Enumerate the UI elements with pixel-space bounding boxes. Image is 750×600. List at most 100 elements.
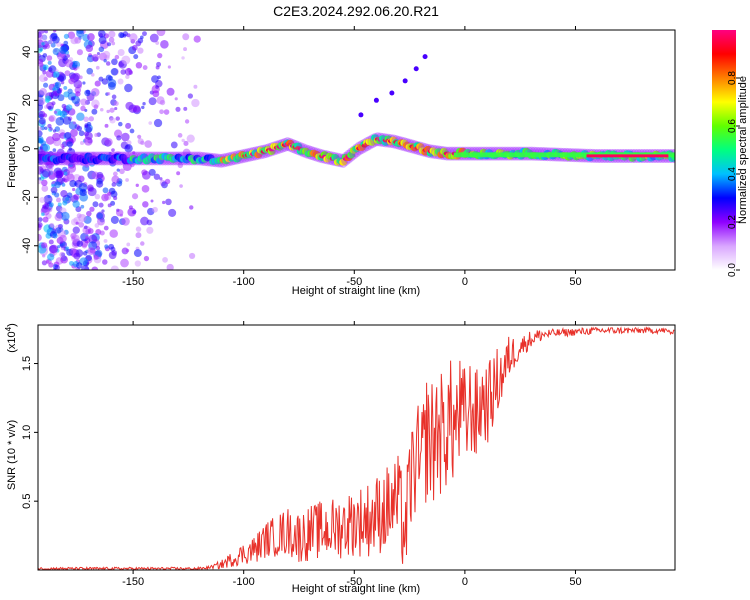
spectrogram-noise-point	[91, 54, 100, 62]
spectrogram-noise-point	[89, 206, 95, 212]
spectrogram-noise-point	[107, 42, 112, 47]
spectrogram-noise-point	[99, 107, 104, 112]
spectrogram-noise-point	[93, 104, 99, 110]
spectrogram-noise-point	[107, 203, 112, 208]
spectrogram-noise-point	[81, 243, 87, 249]
spectrogram-noise-point	[78, 221, 85, 228]
spectrogram-noise-point	[80, 98, 88, 106]
spectrogram-noise-point	[38, 130, 43, 137]
spectrogram-ridge-core-peak	[586, 154, 669, 158]
spectrogram-noise-point	[86, 210, 92, 217]
spectrogram-noise-point	[61, 183, 66, 187]
spectrogram-y-tick-label: 0	[21, 146, 33, 152]
spectrogram-noise-point	[108, 30, 116, 38]
snr-panel: -150 -100 -50 0 50 0.5 1.0 1.5 Height of strai…	[4, 321, 676, 595]
spectrogram-noise-point	[151, 75, 159, 83]
spectrogram-noise-point	[38, 217, 43, 222]
spectrogram-noise-point	[132, 151, 136, 155]
spectrogram-noise-point	[63, 33, 70, 39]
spectrogram-noise-point	[76, 66, 80, 70]
spectrogram-noise-point	[141, 170, 151, 180]
spectrogram-noise-point	[48, 202, 54, 208]
spectrogram-noise-point	[108, 151, 112, 156]
spectrogram-noise-point	[64, 59, 73, 68]
spectrogram-noise-point	[135, 62, 143, 69]
spectrogram-noise-point	[128, 205, 133, 210]
spectrogram-branch-point	[358, 112, 364, 118]
spectrogram-noise-point	[118, 121, 123, 127]
spectrogram-noise-point	[71, 234, 80, 243]
snr-marks	[38, 326, 675, 570]
spectrogram-noise-point	[111, 175, 120, 184]
spectrogram-noise-point	[38, 233, 42, 242]
spectrogram-noise-point	[52, 148, 57, 152]
spectrogram-noise-point	[157, 75, 161, 80]
spectrogram-noise-point	[42, 64, 49, 71]
spectrogram-noise-point	[106, 91, 111, 96]
spectrogram-noise-point	[45, 95, 52, 102]
spectrogram-noise-point	[177, 162, 184, 169]
chart-title: C2E3.2024.292.06.20.R21	[273, 3, 439, 19]
spectrogram-noise-point	[44, 30, 48, 34]
spectrogram-noise-point	[104, 123, 109, 128]
spectrogram-panel: -150 -100 -50 0 50 -40 -20 0 20 40 Height of str…	[6, 26, 676, 297]
spectrogram-noise-point	[108, 82, 116, 90]
spectrogram-noise-point	[62, 200, 68, 206]
spectrogram-noise-point	[97, 217, 105, 226]
spectrogram-noise-point	[56, 89, 61, 94]
spectrogram-noise-point	[54, 213, 63, 222]
spectrogram-noise-point	[110, 190, 118, 198]
spectrogram-noise-point	[50, 186, 58, 194]
spectrogram-noise-point	[86, 121, 92, 127]
spectrogram-noise-point	[81, 265, 90, 270]
spectrogram-noise-point	[86, 67, 94, 75]
spectrogram-noise-point	[87, 33, 95, 41]
snr-x-tick-label: 0	[462, 576, 468, 588]
spectrogram-noise-point	[79, 188, 87, 197]
spectrogram-noise-point	[54, 81, 62, 89]
spectrogram-noise-point	[159, 177, 163, 181]
spectrogram-noise-point	[41, 41, 45, 46]
spectrogram-x-tick-label: -50	[346, 276, 362, 288]
spectrogram-noise-point	[70, 129, 78, 137]
spectrogram-noise-point	[50, 32, 58, 40]
spectrogram-noise-point	[91, 266, 99, 270]
spectrogram-noise-point	[125, 124, 130, 129]
spectrogram-noise-point	[41, 212, 45, 217]
spectrogram-noise-point	[181, 56, 185, 60]
spectrogram-x-tick-label: -100	[233, 276, 255, 288]
spectrogram-noise-point	[102, 259, 108, 265]
spectrogram-noise-point	[110, 265, 119, 270]
spectrogram-noise-point	[116, 208, 120, 212]
spectrogram-noise-point	[63, 40, 69, 46]
spectrogram-noise-point	[48, 114, 56, 123]
spectrogram-noise-point	[183, 106, 188, 111]
spectrogram-noise-point	[98, 202, 104, 208]
spectrogram-noise-point	[49, 244, 59, 254]
spectrogram-noise-point	[140, 241, 145, 246]
spectrogram-y-axis-label: Frequency (Hz)	[6, 112, 18, 188]
spectrogram-noise-point	[113, 101, 119, 107]
spectrogram-noise-point	[73, 252, 81, 260]
spectrogram-noise-point	[175, 106, 181, 112]
spectrogram-noise-point	[156, 30, 166, 37]
spectrogram-noise-point	[66, 173, 75, 182]
spectrogram-branch-point	[389, 90, 395, 96]
spectrogram-noise-point	[59, 234, 67, 243]
spectrogram-branch-point	[373, 97, 379, 103]
spectrogram-noise-point	[47, 123, 52, 129]
spectrogram-noise-point	[159, 109, 164, 115]
spectrogram-noise-point	[184, 119, 190, 124]
spectrogram-branch-point	[422, 54, 428, 60]
spectrogram-noise-point	[76, 112, 85, 121]
spectrogram-noise-point	[41, 179, 48, 187]
snr-x-ticks: -150 -100 -50 0 50	[122, 321, 582, 588]
spectrogram-y-tick-label: 20	[21, 94, 33, 106]
spectrogram-noise-point	[66, 192, 73, 198]
snr-y-ticks: 0.5 1.0 1.5	[21, 356, 38, 509]
spectrogram-noise-point	[94, 223, 100, 228]
spectrogram-noise-point	[85, 126, 92, 133]
snr-x-tick-label: 50	[569, 576, 581, 588]
spectrogram-noise-point	[85, 89, 91, 95]
